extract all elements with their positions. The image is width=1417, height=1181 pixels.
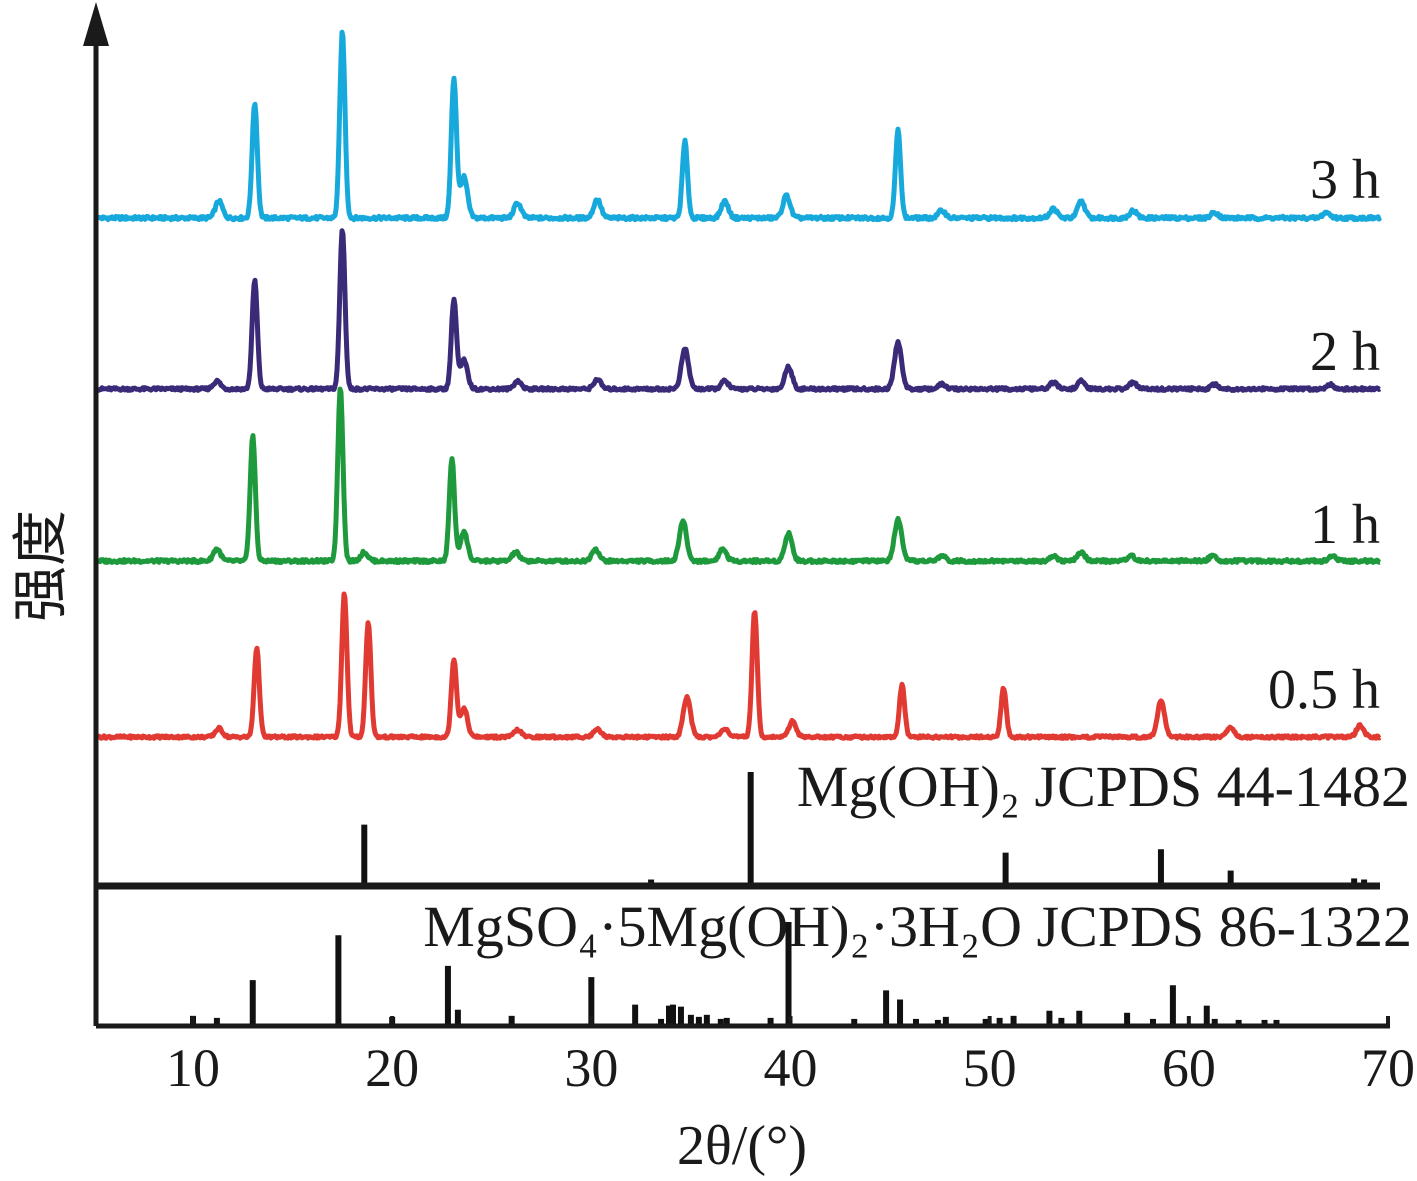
series-label: 1 h [1310,494,1380,556]
x-axis-title: 2θ/(°) [677,1115,807,1177]
y-axis-arrow [83,2,109,46]
reference-layer: Mg(OH)₂ JCPDS 44-1482 MgSO₄·5Mg(OH)₂·3H₂O… [190,754,1412,1024]
series-line [96,386,1382,566]
series-3h [95,29,1383,223]
x-tick-label: 70 [1361,1038,1415,1098]
series-line [95,29,1383,223]
series-line [96,228,1382,393]
series-labels: 3 h 2 h 1 h 0.5 h [1268,149,1380,721]
series-label: 0.5 h [1268,659,1380,721]
series-label: 3 h [1310,149,1380,211]
series-label: 2 h [1310,321,1380,383]
reference-label: MgSO₄·5Mg(OH)₂·3H₂O JCPDS 86-1322 [423,894,1412,959]
x-tick-label: 40 [764,1038,818,1098]
reference-pattern [361,772,1368,884]
x-tick-label: 50 [963,1038,1017,1098]
x-tick-label: 10 [166,1038,220,1098]
reference-label: Mg(OH)₂ JCPDS 44-1482 [797,754,1410,819]
series-layer [95,29,1383,741]
series-line [95,591,1382,741]
series-1h [96,386,1382,566]
series-2h [96,228,1382,393]
x-tick-label: 60 [1162,1038,1216,1098]
axes-layer [83,2,1390,1029]
x-tick-label: 20 [365,1038,419,1098]
x-tick-label: 30 [564,1038,618,1098]
x-ticks: 10 20 30 40 50 60 70 [166,1016,1415,1098]
y-axis-title: 强度 [11,510,73,622]
series-0-5h [95,591,1382,741]
